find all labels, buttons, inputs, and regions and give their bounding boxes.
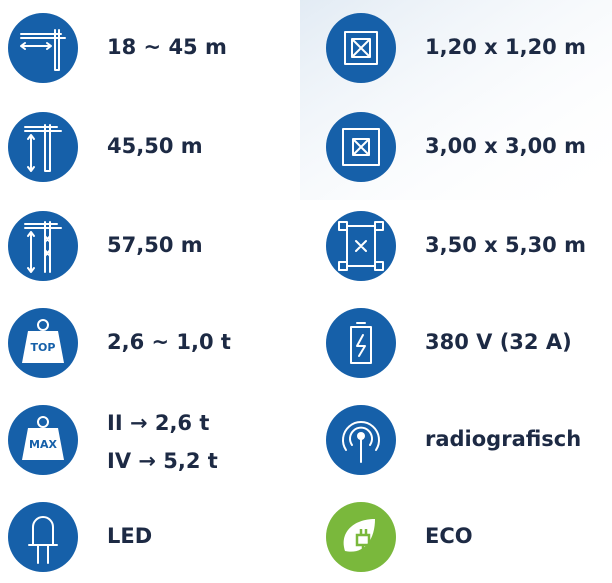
- spec-text: 45,50 m: [107, 134, 203, 158]
- icon-crane-reach: [8, 13, 78, 83]
- spec-text: ECO: [425, 524, 473, 548]
- spec-text: II → 2,6 t: [107, 411, 209, 435]
- icon-base-small: [326, 13, 396, 83]
- icon-label: MAX: [29, 438, 57, 451]
- icon-label: TOP: [31, 341, 56, 354]
- icon-weight-max: MAX: [8, 405, 78, 475]
- icon-crane-height: [8, 112, 78, 182]
- spec-text: radiografisch: [425, 427, 581, 451]
- icon-crane-height-max: [8, 211, 78, 281]
- icon-eco: [326, 502, 396, 572]
- icon-weight-top: TOP: [8, 308, 78, 378]
- spec-text: IV → 5,2 t: [107, 449, 218, 473]
- spec-text: 380 V (32 A): [425, 330, 572, 354]
- spec-text: 18 ~ 45 m: [107, 35, 227, 59]
- spec-text: 57,50 m: [107, 233, 203, 257]
- spec-text: 1,20 x 1,20 m: [425, 35, 586, 59]
- spec-text: 3,00 x 3,00 m: [425, 134, 586, 158]
- spec-text: LED: [107, 524, 152, 548]
- icon-led: [8, 502, 78, 572]
- icon-power: [326, 308, 396, 378]
- icon-radio: [326, 405, 396, 475]
- spec-sheet: 18 ~ 45 m 45,50 m 57,50 m TOP 2,6 ~ 1,0 …: [0, 0, 612, 583]
- spec-text: 2,6 ~ 1,0 t: [107, 330, 231, 354]
- icon-base-large: [326, 211, 396, 281]
- icon-base-medium: [326, 112, 396, 182]
- spec-text: 3,50 x 5,30 m: [425, 233, 586, 257]
